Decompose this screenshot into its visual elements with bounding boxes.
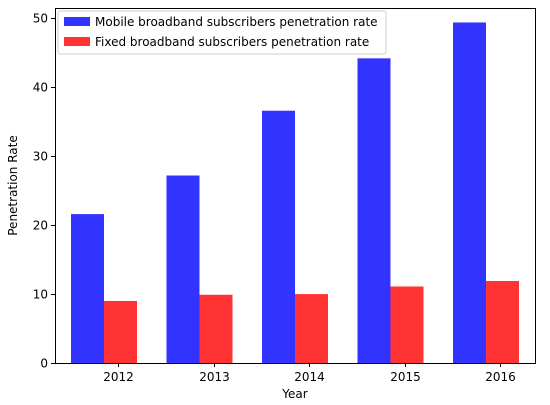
bars-group (71, 22, 519, 364)
plot-frame (55, 8, 536, 364)
bar-fixed-2014 (295, 294, 328, 363)
bar-fixed-2016 (486, 280, 519, 363)
x-tick-label: 2014 (294, 370, 325, 384)
y-tick-label: 40 (33, 81, 48, 95)
bar-fixed-2015 (390, 286, 424, 363)
bar-mobile-2014 (262, 110, 295, 363)
legend-swatch-fixed (64, 37, 90, 46)
legend-swatch-mobile (64, 17, 90, 26)
bar-mobile-2013 (166, 175, 200, 363)
bar-mobile-2016 (453, 22, 486, 363)
y-axis-ticks: 0 10 20 30 40 50 (33, 12, 55, 371)
y-tick-label: 20 (33, 219, 48, 233)
x-tick-label: 2013 (199, 370, 230, 384)
y-tick-label: 10 (33, 288, 48, 302)
y-tick-label: 30 (33, 150, 48, 164)
legend-box (57, 10, 387, 55)
x-tick-label: 2016 (485, 370, 516, 384)
legend: Mobile broadband subscribers penetration… (57, 10, 387, 55)
x-axis-ticks: 2012 2013 2014 2015 2016 (103, 363, 516, 384)
y-tick-label: 0 (40, 357, 48, 371)
x-tick-label: 2015 (390, 370, 421, 384)
bar-mobile-2012 (71, 214, 104, 363)
legend-label-mobile: Mobile broadband subscribers penetration… (95, 15, 378, 29)
y-tick-label: 50 (33, 12, 48, 26)
bar-fixed-2012 (104, 300, 137, 363)
legend-label-fixed: Fixed broadband subscribers penetration … (95, 35, 369, 49)
bar-fixed-2013 (199, 294, 233, 363)
bar-mobile-2015 (357, 58, 391, 364)
x-axis-label: Year (281, 387, 307, 401)
x-tick-label: 2012 (103, 370, 134, 384)
y-axis-label: Penetration Rate (6, 135, 20, 236)
